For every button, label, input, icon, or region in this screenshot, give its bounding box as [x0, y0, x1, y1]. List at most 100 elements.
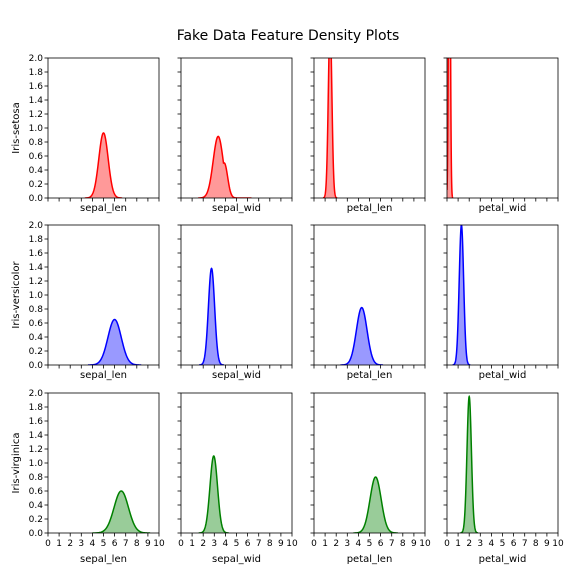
y-tick-label: 0.0	[29, 529, 44, 539]
x-tick-label: 0	[45, 539, 51, 549]
density-curve	[84, 132, 123, 198]
x-tick-label: 3	[344, 539, 350, 549]
x-tick-label: 8	[400, 539, 406, 549]
x-tick-label: 10	[286, 539, 298, 549]
panel-iris-virginica-sepal-len: 0 1 2 3 4 5 6 7 8 9 10 0.0 0.2 0.4 0.6 0.8 1.0 1.2 1.4 1.6 1…	[11, 389, 165, 565]
density-marks	[198, 455, 229, 533]
x-tick-label: 10	[552, 539, 564, 549]
y-tick-label: 2.0	[29, 54, 44, 64]
y-tick-label: 1.8	[29, 235, 44, 245]
x-tick-label: 1	[322, 539, 328, 549]
density-area	[198, 136, 252, 198]
x-tick-label: 1	[189, 539, 195, 549]
x-tick-label: 9	[544, 539, 550, 549]
x-axis-label: petal_wid	[479, 203, 527, 214]
density-curve	[198, 455, 229, 533]
x-tick-label: 6	[245, 539, 251, 549]
density-curve	[460, 394, 479, 533]
y-tick-label: 1.2	[29, 110, 43, 120]
density-area	[340, 307, 384, 365]
x-axis-label: sepal_wid	[212, 370, 261, 381]
y-tick-label: 1.2	[29, 445, 43, 455]
x-tick-label: 9	[278, 539, 284, 549]
y-tick-label: 0.2	[29, 515, 43, 525]
x-tick-label: 5	[101, 539, 107, 549]
density-area	[322, 58, 338, 198]
y-tick-label: 0.2	[29, 347, 43, 357]
density-marks	[92, 490, 151, 533]
axes-frame	[446, 57, 559, 199]
y-tick-label: 1.2	[29, 277, 43, 287]
density-curve	[353, 476, 398, 533]
y-tick-label: 2.0	[29, 221, 44, 231]
density-marks	[322, 58, 338, 198]
density-curve	[199, 267, 224, 365]
y-tick-label: 0.8	[29, 305, 44, 315]
x-axis-label: petal_len	[347, 203, 393, 214]
y-tick-label: 1.6	[29, 82, 44, 92]
y-tick-label: 1.6	[29, 249, 44, 259]
figure-title: Fake Data Feature Density Plots	[177, 28, 400, 44]
panel-iris-virginica-petal-wid: 0 1 2 3 4 5 6 7 8 9 10 petal_wid	[443, 392, 564, 565]
axes-frame	[446, 392, 559, 534]
x-tick-label: 0	[444, 539, 450, 549]
x-tick-label: 10	[153, 539, 165, 549]
panel-iris-versicolor-sepal-wid: sepal_wid	[177, 224, 293, 381]
y-tick-label: 2.0	[29, 389, 44, 399]
x-tick-label: 4	[356, 539, 362, 549]
axes-frame	[180, 224, 293, 366]
x-tick-label: 5	[234, 539, 240, 549]
density-area	[198, 456, 229, 533]
x-tick-label: 3	[211, 539, 217, 549]
x-axis-label: sepal_len	[80, 370, 127, 381]
x-axis-label: petal_wid	[479, 554, 527, 565]
y-tick-label: 0.6	[29, 152, 44, 162]
x-tick-label: 2	[200, 539, 206, 549]
x-tick-label: 7	[389, 539, 395, 549]
x-axis-label: petal_len	[347, 554, 393, 565]
panel-iris-versicolor-sepal-len: 0.0 0.2 0.4 0.6 0.8 1.0 1.2 1.4 1.6 1.8 2.0 sepal_l…	[11, 221, 160, 381]
y-tick-label: 1.8	[29, 68, 44, 78]
density-curve	[92, 490, 151, 533]
y-tick-label: 1.6	[29, 417, 44, 427]
density-curve	[452, 225, 471, 365]
y-tick-label: 0.4	[29, 166, 44, 176]
x-tick-label: 2	[466, 539, 472, 549]
y-axis-label: Iris-virginica	[11, 433, 22, 494]
axes-frame	[47, 392, 160, 534]
density-curve	[322, 58, 338, 198]
density-area	[460, 396, 479, 533]
density-marks	[460, 394, 479, 533]
y-tick-label: 1.8	[29, 403, 44, 413]
panel-iris-virginica-petal-len: 0 1 2 3 4 5 6 7 8 9 10 petal_len	[310, 392, 431, 565]
x-axis-label: sepal_wid	[212, 203, 261, 214]
density-area	[87, 319, 142, 365]
density-marks	[198, 135, 252, 198]
x-tick-label: 4	[90, 539, 96, 549]
density-curve	[340, 306, 384, 365]
density-area	[199, 268, 224, 365]
y-tick-label: 0.2	[29, 180, 43, 190]
x-tick-label: 6	[511, 539, 517, 549]
x-tick-label: 7	[522, 539, 528, 549]
density-marks	[353, 476, 398, 533]
x-tick-label: 8	[533, 539, 539, 549]
density-marks	[87, 318, 142, 365]
y-tick-label: 0.4	[29, 333, 44, 343]
x-tick-label: 6	[378, 539, 384, 549]
y-tick-label: 1.4	[29, 263, 44, 273]
density-marks	[84, 132, 123, 198]
x-tick-label: 9	[145, 539, 151, 549]
y-tick-label: 1.0	[29, 459, 44, 469]
x-tick-label: 8	[267, 539, 273, 549]
y-tick-label: 0.6	[29, 487, 44, 497]
panel-grid: 0.0 0.2 0.4 0.6 0.8 1.0 1.2 1.4 1.6 1.8 2.0 sepal_l…	[11, 54, 564, 565]
axes-frame	[47, 224, 160, 366]
panel-iris-versicolor-petal-wid: petal_wid	[443, 224, 559, 381]
density-curve	[87, 318, 142, 365]
density-area	[452, 225, 471, 365]
panel-iris-setosa-petal-len: petal_len	[310, 57, 426, 214]
y-tick-label: 1.0	[29, 124, 44, 134]
x-tick-label: 9	[411, 539, 417, 549]
